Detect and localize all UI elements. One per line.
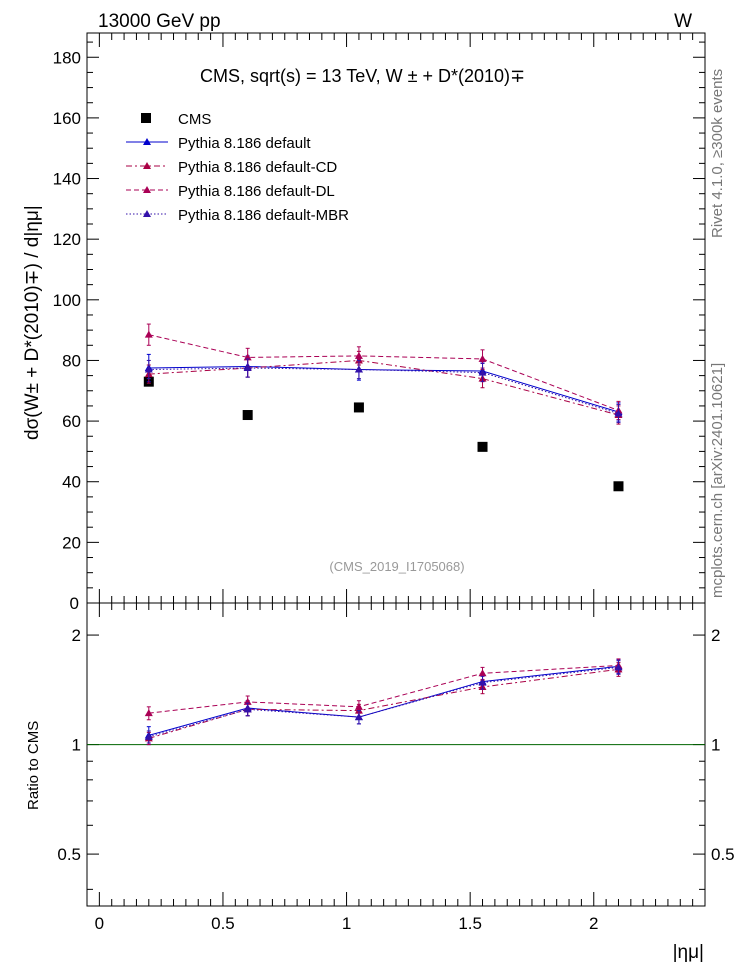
point-marker-dl: [478, 669, 487, 677]
point-marker-mbr: [478, 678, 487, 686]
point-marker-mbr: [614, 663, 623, 671]
series-line-dl: [148, 334, 619, 411]
rivet-version-label: Rivet 4.1.0, ≥300k events: [709, 69, 726, 238]
ratio-y-tick-label: 2: [72, 626, 81, 645]
legend-label-dl: Pythia 8.186 default-DL: [178, 183, 335, 200]
y-tick-label-zero: 0: [70, 594, 79, 613]
x-tick-label: 0: [95, 914, 104, 933]
analysis-watermark: (CMS_2019_I1705068): [329, 559, 464, 574]
point-marker-dl: [478, 354, 487, 362]
legend-label-mbr: Pythia 8.186 default-MBR: [178, 207, 349, 224]
data-marker-data: [242, 410, 253, 421]
data-marker-data: [477, 441, 488, 452]
legend-marker-dl: [143, 186, 151, 193]
point-marker-dl: [354, 702, 363, 710]
y-axis-title: dσ(W± + D*(2010)∓) / d|ημ|: [22, 205, 43, 440]
data-marker-data: [613, 481, 624, 492]
ratio-y-tick-label: 1: [72, 736, 81, 755]
point-marker-mbr: [354, 365, 363, 373]
y-tick-label: 80: [62, 351, 81, 370]
y-tick-label: 160: [53, 109, 81, 128]
series-line-mbr: [148, 666, 619, 738]
ratio-y-tick-label: 0.5: [57, 845, 81, 864]
ratio-y-tick-label-right: 2: [711, 626, 720, 645]
point-marker-mbr: [144, 365, 153, 373]
legend-marker-default: [143, 138, 151, 145]
legend-marker-data: [141, 113, 151, 123]
header-left: 13000 GeV pp: [98, 11, 221, 32]
point-marker-dl: [354, 351, 363, 359]
point-marker-mbr: [614, 409, 623, 417]
x-tick-label: 1: [342, 914, 351, 933]
y-tick-label: 140: [53, 170, 81, 189]
ratio-panel-frame: [86, 602, 706, 907]
y-tick-label: 40: [62, 473, 81, 492]
ratio-y-axis-title: Ratio to CMS: [25, 721, 42, 810]
point-marker-mbr: [243, 705, 252, 713]
legend-label-default: Pythia 8.186 default: [178, 135, 311, 152]
x-axis-ticks: 0 0.5 1 1.5 2: [95, 33, 694, 933]
legend-marker-cd: [143, 162, 151, 169]
x-axis-title: |ημ|: [673, 942, 704, 963]
title-text: CMS, sqrt(s) = 13 TeV, W ± + D*(2010)∓: [200, 66, 525, 86]
point-marker-dl: [144, 330, 153, 338]
y-tick-label: 60: [62, 412, 81, 431]
y-tick-label: 20: [62, 533, 81, 552]
point-marker-dl: [144, 709, 153, 717]
series-line-default: [148, 665, 619, 736]
data-marker-data: [353, 402, 364, 413]
ratio-axis-ticks: 0.5 0.5 1 1 2 2: [57, 626, 735, 890]
main-title: CMS, sqrt(s) = 13 TeV, W ± + D*(2010)∓: [200, 66, 525, 86]
point-marker-mbr: [144, 732, 153, 740]
ratio-y-tick-label-right: 1: [711, 736, 720, 755]
ratio-y-tick-label-right: 0.5: [711, 845, 735, 864]
y-tick-label: 180: [53, 48, 81, 67]
series-line-cd: [148, 668, 619, 739]
legend-label-cd: Pythia 8.186 default-CD: [178, 159, 337, 176]
main-axis-ticks: 20 40 60 80 100 120 140 160 180 0: [53, 41, 705, 613]
point-marker-mbr: [243, 364, 252, 372]
ratio-series-group: [144, 658, 623, 746]
legend-label-data: CMS: [178, 111, 211, 128]
legend: CMS Pythia 8.186 default Pythia 8.186 defa…: [126, 111, 349, 224]
series-line-default: [148, 366, 619, 413]
x-tick-label: 0.5: [211, 914, 235, 933]
x-tick-label: 1.5: [458, 914, 482, 933]
main-series-group: [143, 323, 624, 492]
mcplots-label: mcplots.cern.ch [arXiv:2401.10621]: [709, 363, 726, 598]
header-right: W: [674, 11, 692, 32]
y-tick-label: 120: [53, 230, 81, 249]
point-marker-mbr: [478, 368, 487, 376]
legend-marker-mbr: [143, 210, 151, 217]
x-tick-label: 2: [589, 914, 598, 933]
point-marker-mbr: [354, 713, 363, 721]
y-tick-label: 100: [53, 291, 81, 310]
